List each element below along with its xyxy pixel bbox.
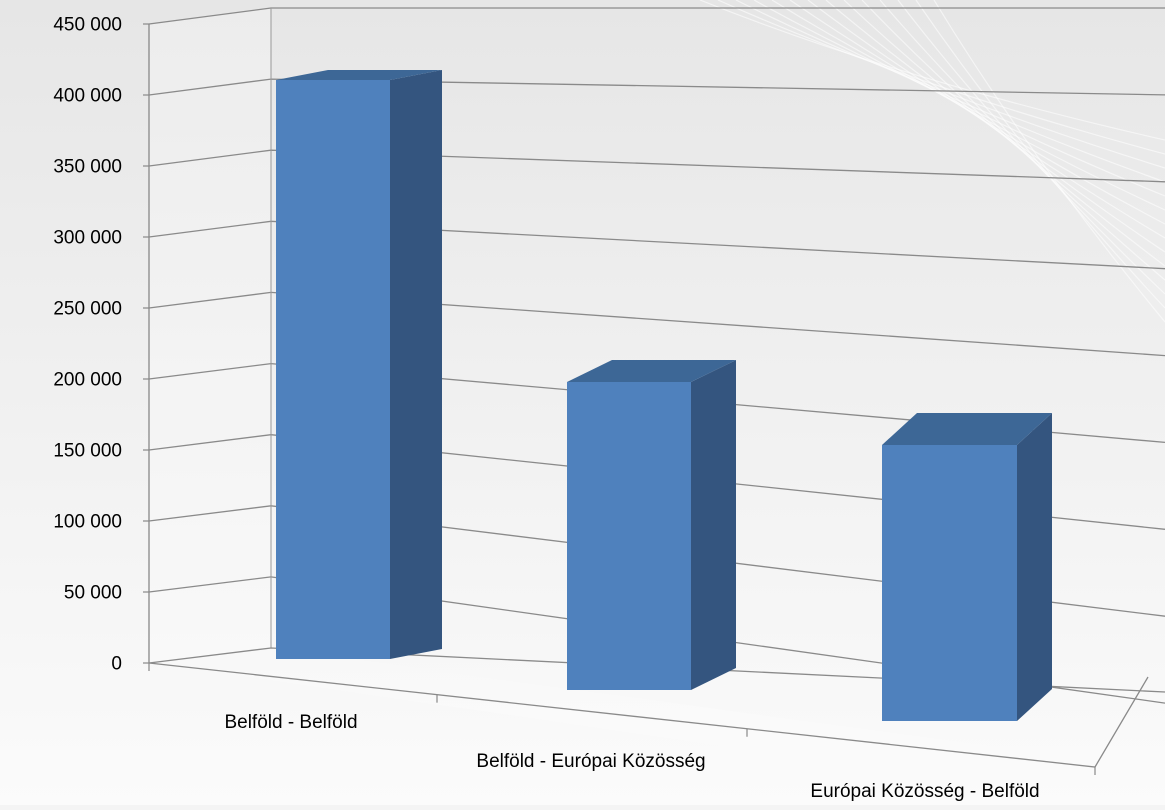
swirl-line — [843, 0, 1165, 253]
bar-top-face — [276, 70, 442, 80]
swirl-line — [699, 0, 1165, 141]
x-axis-tick-labels: Belföld - Belföld Belföld - Európai Közös… — [224, 712, 1039, 802]
swirl-line — [753, 0, 1165, 183]
floor-back-edge — [148, 647, 1165, 693]
x-tick-label: Belföld - Belföld — [224, 712, 357, 733]
bar-front-face — [882, 445, 1017, 721]
floor — [149, 648, 1165, 800]
bar-top-face — [882, 413, 1052, 445]
y-tick-label: 0 — [111, 654, 122, 675]
background-swirl — [699, 0, 1165, 323]
bar-side-face — [1017, 413, 1052, 721]
swirl-line — [717, 0, 1165, 155]
y-tick-label: 450 000 — [53, 15, 122, 36]
swirl-line — [933, 0, 1165, 323]
y-tick-label: 250 000 — [53, 299, 122, 320]
y-tick-label: 350 000 — [53, 157, 122, 178]
y-tick-label: 50 000 — [64, 583, 122, 604]
bar — [882, 413, 1052, 721]
swirl-line — [735, 0, 1165, 169]
x-tick-label: Európai Közösség - Belföld — [810, 781, 1039, 802]
axis-lines — [143, 8, 1165, 775]
x-tick-label: Belföld - Európai Közösség — [476, 751, 705, 772]
swirl-line — [825, 0, 1165, 239]
swirl-line — [879, 0, 1165, 281]
y-tick-label: 150 000 — [53, 441, 122, 462]
bars — [276, 70, 1052, 721]
y-tick-label: 400 000 — [53, 86, 122, 107]
y-tick-label: 300 000 — [53, 228, 122, 249]
y-tick-label: 200 000 — [53, 370, 122, 391]
chart-walls — [149, 8, 1165, 800]
bar-side-face — [691, 360, 736, 690]
side-wall — [149, 8, 271, 663]
y-tick-label: 100 000 — [53, 512, 122, 533]
swirl-line — [897, 0, 1165, 295]
bar — [276, 70, 442, 659]
y-axis-tick-labels: 0 50 000 100 000 150 000 200 000 250 000 300 0… — [53, 15, 122, 675]
bar-top-face — [567, 360, 736, 382]
swirl-line — [771, 0, 1165, 197]
bar-side-face — [390, 70, 442, 659]
swirl-line — [861, 0, 1165, 267]
bar-front-face — [567, 382, 691, 690]
bar-front-face — [276, 80, 390, 659]
bar — [567, 360, 736, 690]
